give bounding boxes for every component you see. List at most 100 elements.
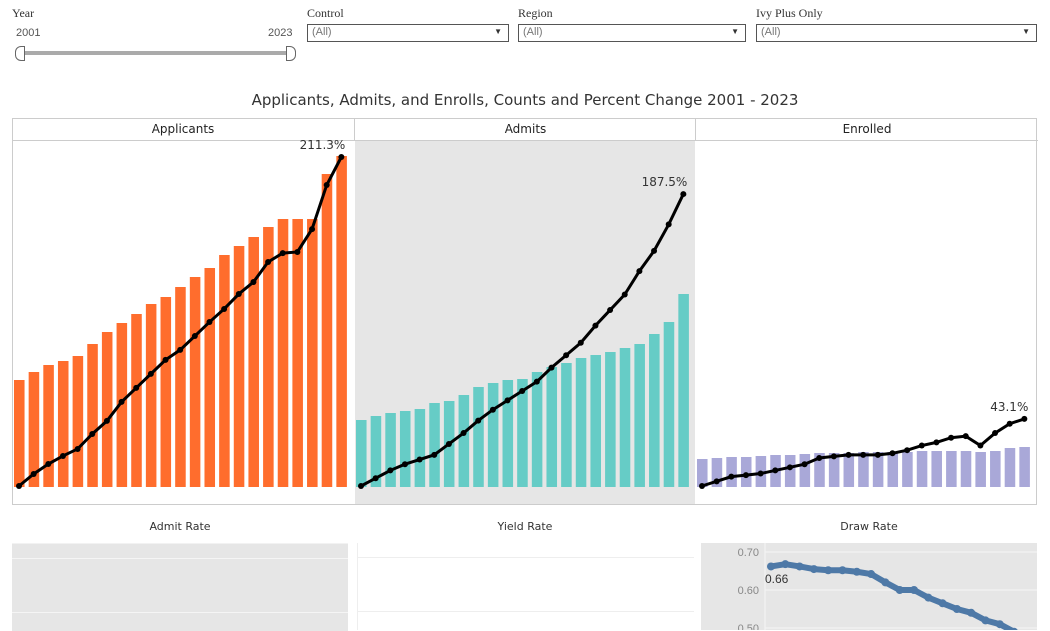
year-slider-end-handle[interactable] [286,46,296,61]
bar-enrolled[interactable] [887,452,899,487]
control-dropdown[interactable]: (All) ▼ [307,24,509,42]
pct-change-point[interactable] [889,450,896,457]
bar-enrolled[interactable] [931,451,942,487]
pct-change-point[interactable] [279,250,286,257]
bar-admits[interactable] [473,387,484,487]
pct-change-point[interactable] [504,397,511,404]
bar-admits[interactable] [561,363,572,487]
bar-enrolled[interactable] [960,451,972,487]
pct-change-point[interactable] [665,221,672,228]
draw-rate-point[interactable] [981,616,990,625]
bar-admits[interactable] [370,416,382,487]
bar-applicants[interactable] [248,237,259,487]
bar-admits[interactable] [414,409,426,487]
bar-admits[interactable] [399,411,411,487]
bar-enrolled[interactable] [726,457,737,487]
pct-change-point[interactable] [548,364,555,371]
year-slider-track[interactable] [20,51,290,55]
pct-change-point[interactable] [309,226,316,233]
draw-rate-point[interactable] [995,620,1004,629]
pct-change-point[interactable] [74,445,81,452]
pct-change-point[interactable] [372,475,379,482]
draw-rate-point[interactable] [881,578,890,587]
pct-change-point[interactable] [636,268,643,275]
pct-change-point[interactable] [786,464,793,471]
pct-change-point[interactable] [338,154,345,161]
bar-admits[interactable] [590,355,601,487]
pct-change-point[interactable] [860,451,867,458]
pct-change-point[interactable] [475,417,482,424]
pct-change-point[interactable] [948,434,955,441]
pct-change-point[interactable] [103,417,110,424]
pct-change-point[interactable] [358,483,364,489]
bar-applicants[interactable] [233,246,245,487]
pct-change-point[interactable] [16,483,22,489]
pct-change-point[interactable] [962,433,969,440]
bar-applicants[interactable] [101,332,113,487]
pct-change-point[interactable] [680,191,687,198]
pct-change-point[interactable] [607,307,614,314]
pct-change-point[interactable] [265,258,272,265]
pct-change-point[interactable] [45,461,52,468]
pct-change-point[interactable] [89,430,96,437]
pct-change-point[interactable] [294,248,301,255]
draw-rate-point[interactable] [824,566,833,575]
pct-change-point[interactable] [1006,420,1013,427]
pct-change-point[interactable] [59,452,66,459]
pct-change-point[interactable] [460,430,467,437]
bar-enrolled[interactable] [1019,447,1030,487]
region-dropdown[interactable]: (All) ▼ [518,24,746,42]
draw-rate-point[interactable] [781,560,790,569]
bar-enrolled[interactable] [902,452,913,487]
bar-enrolled[interactable] [1004,448,1016,487]
bar-applicants[interactable] [263,227,274,487]
bar-applicants[interactable] [145,304,157,487]
bar-enrolled[interactable] [828,453,840,487]
bar-applicants[interactable] [336,156,347,487]
draw-rate-point[interactable] [795,562,804,571]
pct-change-point[interactable] [250,279,257,286]
pct-change-point[interactable] [742,472,749,479]
pct-change-point[interactable] [816,454,823,461]
bar-enrolled[interactable] [740,457,752,487]
pct-change-point[interactable] [651,247,658,254]
pct-change-point[interactable] [118,398,125,405]
bar-admits[interactable] [619,348,631,487]
bar-applicants[interactable] [292,219,303,487]
bar-enrolled[interactable] [843,453,855,487]
bar-enrolled[interactable] [975,452,986,487]
draw-rate-point[interactable] [967,608,976,617]
pct-change-point[interactable] [177,346,184,353]
bar-admits[interactable] [605,352,616,487]
bar-applicants[interactable] [43,365,54,487]
pct-change-point[interactable] [235,291,242,298]
pct-change-point[interactable] [713,478,720,485]
draw-rate-point[interactable] [938,599,947,608]
bar-applicants[interactable] [57,361,69,487]
bar-enrolled[interactable] [814,453,825,487]
draw-rate-point[interactable] [809,565,818,574]
bar-applicants[interactable] [175,287,186,487]
pct-change-point[interactable] [918,442,925,449]
pct-change-point[interactable] [577,339,584,346]
pct-change-point[interactable] [401,461,408,468]
pct-change-point[interactable] [757,470,764,477]
bar-applicants[interactable] [14,380,25,487]
bar-admits[interactable] [546,367,558,487]
bar-applicants[interactable] [189,277,201,487]
bar-applicants[interactable] [116,323,128,487]
pct-change-point[interactable] [830,453,837,460]
bar-enrolled[interactable] [784,455,796,487]
draw-rate-point[interactable] [924,593,933,602]
pct-change-point[interactable] [191,333,198,340]
pct-change-point[interactable] [133,384,140,391]
bar-applicants[interactable] [277,219,289,487]
draw-rate-point[interactable] [767,562,775,571]
draw-rate-point[interactable] [910,586,918,594]
pct-change-point[interactable] [445,440,452,447]
bar-enrolled[interactable] [711,458,723,487]
pct-change-point[interactable] [489,406,496,413]
bar-enrolled[interactable] [697,459,708,487]
pct-change-point[interactable] [728,473,735,480]
draw-rate-point[interactable] [838,566,847,575]
